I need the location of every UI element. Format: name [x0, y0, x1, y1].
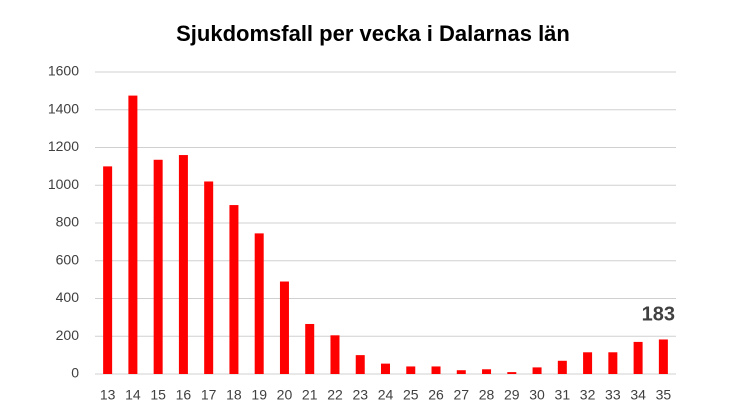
bar: [305, 323, 315, 374]
bar: [128, 95, 138, 374]
bar: [456, 370, 466, 374]
x-tick-label: 21: [302, 387, 318, 403]
bar: [583, 352, 593, 374]
bar: [532, 367, 542, 374]
bar: [330, 335, 340, 374]
y-tick-label: 1600: [48, 63, 79, 79]
x-tick-label: 28: [479, 387, 495, 403]
x-tick-label: 34: [630, 387, 646, 403]
x-tick-label: 13: [100, 387, 116, 403]
bar: [557, 360, 567, 374]
y-tick-label: 400: [56, 289, 80, 305]
bar: [178, 155, 188, 374]
x-tick-label: 22: [327, 387, 343, 403]
bar: [633, 341, 643, 374]
bar: [279, 281, 289, 374]
data-label: 183: [642, 304, 675, 326]
bar: [229, 205, 239, 374]
x-tick-label: 26: [428, 387, 444, 403]
y-tick-label: 1000: [48, 176, 79, 192]
x-tick-label: 23: [352, 387, 368, 403]
x-tick-label: 14: [125, 387, 141, 403]
x-tick-label: 24: [378, 387, 394, 403]
bar: [381, 363, 390, 374]
x-tick-label: 33: [605, 387, 621, 403]
bar: [254, 233, 264, 374]
bar: [431, 366, 441, 374]
y-tick-label: 1200: [48, 138, 79, 154]
bar: [204, 181, 214, 374]
bar: [355, 355, 365, 374]
y-tick-label: 0: [71, 365, 79, 381]
x-tick-label: 29: [504, 387, 520, 403]
bar: [658, 339, 668, 374]
x-tick-label: 15: [150, 387, 166, 403]
x-tick-label: 27: [453, 387, 469, 403]
x-tick-label: 32: [580, 387, 596, 403]
bar: [406, 366, 416, 374]
bar: [507, 372, 517, 374]
x-tick-label: 16: [176, 387, 192, 403]
bar: [608, 352, 618, 374]
x-tick-label: 30: [529, 387, 545, 403]
x-tick-label: 20: [277, 387, 293, 403]
y-tick-label: 200: [56, 327, 80, 343]
x-tick-label: 19: [251, 387, 267, 403]
y-tick-label: 1400: [48, 100, 79, 116]
bar: [482, 369, 492, 374]
bar: [153, 159, 163, 374]
x-tick-label: 35: [656, 387, 672, 403]
x-tick-label: 17: [201, 387, 217, 403]
x-tick-label: 31: [555, 387, 571, 403]
chart-title: Sjukdomsfall per vecka i Dalarnas län: [176, 21, 570, 46]
y-tick-label: 600: [56, 251, 80, 267]
y-tick-label: 800: [56, 214, 80, 230]
x-tick-label: 18: [226, 387, 242, 403]
bar: [103, 166, 113, 374]
x-tick-label: 25: [403, 387, 419, 403]
